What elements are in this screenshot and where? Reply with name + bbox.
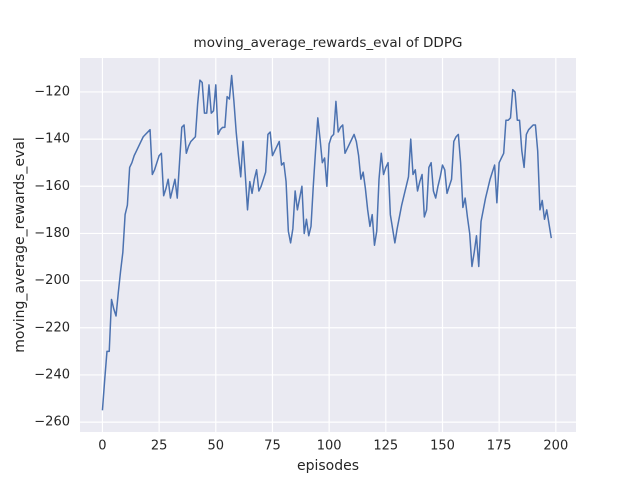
y-tick-label: −180 (34, 226, 70, 241)
y-tick-label: −140 (34, 132, 70, 147)
x-tick-label: 75 (264, 439, 281, 454)
y-tick-label: −120 (34, 84, 70, 99)
y-tick-label: −220 (34, 320, 70, 335)
y-axis-label: moving_average_rewards_eval (12, 137, 28, 353)
x-axis-label: episodes (297, 458, 359, 474)
x-tick-label: 25 (151, 439, 168, 454)
x-tick-label: 200 (543, 439, 568, 454)
plot-area (80, 58, 576, 432)
y-tick-label: −240 (34, 367, 70, 382)
x-tick-label: 0 (98, 439, 106, 454)
x-tick-label: 125 (373, 439, 398, 454)
x-tick-label: 150 (430, 439, 455, 454)
x-tick-label: 175 (487, 439, 512, 454)
line-series (101, 74, 553, 411)
y-tick-label: −260 (34, 415, 70, 430)
chart-title: moving_average_rewards_eval of DDPG (194, 35, 463, 51)
x-tick-label: 50 (208, 439, 225, 454)
y-tick-label: −200 (34, 273, 70, 288)
y-tick-label: −160 (34, 179, 70, 194)
x-tick-label: 100 (317, 439, 342, 454)
